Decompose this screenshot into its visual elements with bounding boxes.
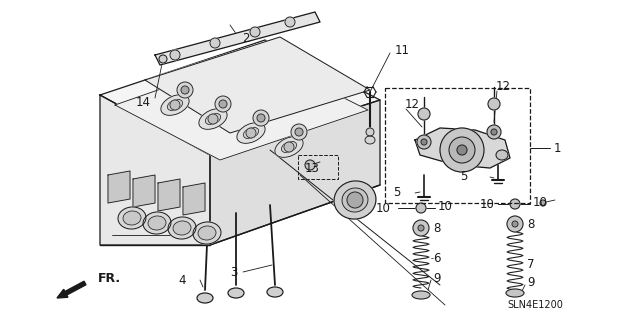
Circle shape (488, 98, 500, 110)
Circle shape (418, 225, 424, 231)
Polygon shape (108, 171, 130, 203)
Ellipse shape (148, 216, 166, 230)
Ellipse shape (275, 137, 303, 157)
Text: SLN4E1200: SLN4E1200 (507, 300, 563, 310)
Text: 9: 9 (527, 277, 534, 290)
Polygon shape (415, 128, 510, 168)
Polygon shape (155, 12, 320, 65)
Text: 12: 12 (405, 99, 420, 112)
Ellipse shape (193, 222, 221, 244)
Circle shape (210, 38, 220, 48)
Text: 4: 4 (178, 273, 186, 286)
Ellipse shape (342, 188, 368, 212)
Bar (298, 155, 338, 179)
Text: 10: 10 (533, 197, 548, 210)
Circle shape (440, 128, 484, 172)
Circle shape (159, 55, 167, 63)
Text: 6: 6 (433, 251, 440, 264)
Text: 9: 9 (433, 271, 440, 285)
Polygon shape (183, 183, 205, 215)
Ellipse shape (198, 226, 216, 240)
Circle shape (246, 128, 256, 138)
Circle shape (417, 135, 431, 149)
Ellipse shape (228, 288, 244, 298)
Ellipse shape (334, 181, 376, 219)
Polygon shape (145, 37, 370, 133)
Ellipse shape (365, 136, 375, 144)
Ellipse shape (412, 291, 430, 299)
Ellipse shape (267, 287, 283, 297)
Ellipse shape (199, 109, 227, 129)
Circle shape (219, 100, 227, 108)
Text: 11: 11 (395, 43, 410, 56)
Polygon shape (100, 95, 210, 245)
Ellipse shape (197, 293, 213, 303)
Text: FR.: FR. (98, 272, 121, 286)
Text: 8: 8 (433, 221, 440, 234)
Ellipse shape (496, 150, 508, 160)
Circle shape (215, 96, 231, 112)
Polygon shape (158, 179, 180, 211)
Circle shape (257, 114, 265, 122)
Text: 2: 2 (242, 32, 250, 44)
Polygon shape (115, 55, 368, 160)
Circle shape (291, 124, 307, 140)
Ellipse shape (243, 127, 259, 139)
Text: 5: 5 (393, 186, 401, 198)
Circle shape (418, 108, 430, 120)
Circle shape (295, 128, 303, 136)
Circle shape (510, 199, 520, 209)
Circle shape (487, 125, 501, 139)
Circle shape (347, 192, 363, 208)
Text: 14: 14 (136, 97, 150, 109)
Circle shape (177, 82, 193, 98)
Circle shape (208, 114, 218, 124)
Circle shape (253, 110, 269, 126)
Circle shape (421, 139, 427, 145)
Circle shape (181, 86, 189, 94)
Circle shape (305, 160, 315, 170)
Circle shape (170, 100, 180, 110)
Circle shape (170, 50, 180, 60)
Ellipse shape (123, 211, 141, 225)
Circle shape (507, 216, 523, 232)
Circle shape (366, 128, 374, 136)
Circle shape (457, 145, 467, 155)
Text: 3: 3 (230, 265, 237, 278)
Ellipse shape (118, 207, 146, 229)
Text: 10: 10 (376, 202, 391, 214)
Text: 13: 13 (305, 161, 320, 174)
Ellipse shape (282, 141, 296, 153)
Bar (385, 88, 530, 203)
Ellipse shape (237, 123, 265, 143)
Circle shape (416, 203, 426, 213)
FancyArrow shape (57, 281, 86, 298)
Ellipse shape (143, 212, 171, 234)
Text: 10: 10 (480, 197, 495, 211)
Text: 7: 7 (527, 258, 534, 271)
Ellipse shape (168, 217, 196, 239)
Circle shape (512, 221, 518, 227)
Text: 8: 8 (527, 218, 534, 231)
Ellipse shape (161, 95, 189, 115)
Ellipse shape (168, 99, 182, 111)
Circle shape (413, 220, 429, 236)
Polygon shape (100, 40, 380, 155)
Circle shape (284, 142, 294, 152)
Circle shape (285, 17, 295, 27)
Circle shape (250, 27, 260, 37)
Circle shape (449, 137, 475, 163)
Text: 10: 10 (438, 201, 453, 213)
Ellipse shape (205, 113, 221, 125)
Polygon shape (210, 100, 380, 245)
Text: 12: 12 (496, 80, 511, 93)
Text: 1: 1 (554, 142, 561, 154)
Circle shape (491, 129, 497, 135)
Polygon shape (133, 175, 155, 207)
Circle shape (540, 200, 546, 206)
Text: 5: 5 (460, 170, 467, 183)
Ellipse shape (506, 289, 524, 297)
Ellipse shape (173, 221, 191, 235)
